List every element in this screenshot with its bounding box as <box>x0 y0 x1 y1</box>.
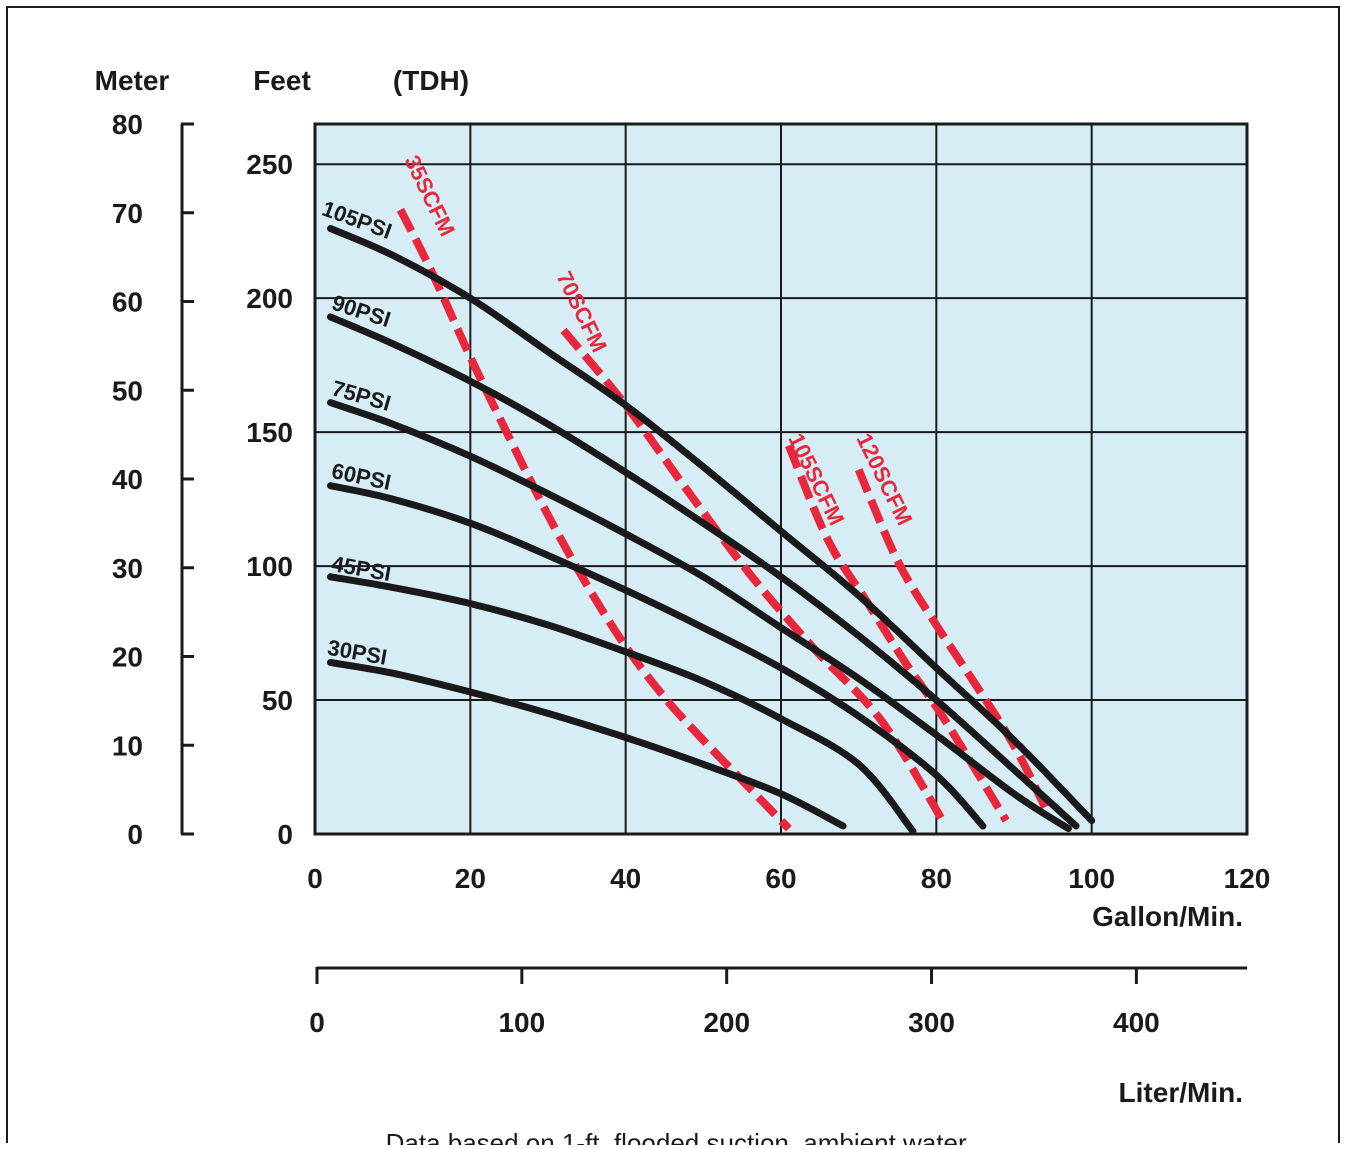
scfm-line-70scfm <box>560 327 948 826</box>
psi-line-75psi <box>327 399 1072 833</box>
gallon-tick-label: 0 <box>307 863 323 894</box>
scfm-line-105scfm <box>785 443 1010 823</box>
gallon-tick-label: 100 <box>1068 863 1115 894</box>
gallon-tick-label: 20 <box>455 863 486 894</box>
liter-axis-label: Liter/Min. <box>1119 1077 1243 1108</box>
feet-axis: 0 50 100 150 200 250 <box>246 149 293 850</box>
gallon-axis-label: Gallon/Min. <box>1092 901 1243 932</box>
liter-tick-label: 100 <box>498 1007 545 1038</box>
psi-line-60psi <box>327 482 987 830</box>
scfm-line-35scfm <box>396 207 792 832</box>
meter-tick-label: 10 <box>112 730 143 761</box>
scfm-curves <box>396 207 1049 832</box>
meter-tick-label: 80 <box>112 109 143 140</box>
meter-tick-label: 0 <box>127 819 143 850</box>
pump-curve-chart: Meter Feet (TDH) 0 10 20 30 40 50 60 70 80 0 50 10… <box>6 6 1340 1145</box>
meter-tick-label: 40 <box>112 464 143 495</box>
liter-tick-label: 300 <box>908 1007 955 1038</box>
psi-line-30psi <box>327 659 847 830</box>
psi-line-45psi <box>327 573 917 835</box>
liter-tick-label: 200 <box>703 1007 750 1038</box>
header-meter: Meter <box>95 65 170 96</box>
gallon-tick-label: 120 <box>1224 863 1271 894</box>
feet-tick-label: 100 <box>246 551 293 582</box>
footnote: Data based on 1-ft. flooded suction, amb… <box>386 1128 973 1145</box>
header-feet: Feet <box>253 65 311 96</box>
feet-tick-label: 250 <box>246 149 293 180</box>
liter-tick-label: 0 <box>309 1007 325 1038</box>
meter-tick-label: 20 <box>112 642 143 673</box>
psi-line-105psi <box>327 225 1096 825</box>
gallon-tick-label: 40 <box>610 863 641 894</box>
gallon-tick-label: 60 <box>765 863 796 894</box>
psi-curves <box>327 225 1096 835</box>
meter-tick-label: 50 <box>112 375 143 406</box>
liter-tick-label: 400 <box>1113 1007 1160 1038</box>
chart-svg: Meter Feet (TDH) 0 10 20 30 40 50 60 70 80 0 50 10… <box>95 65 1271 1145</box>
header-tdh: (TDH) <box>393 65 469 96</box>
feet-tick-label: 0 <box>277 819 293 850</box>
gallon-tick-label: 80 <box>921 863 952 894</box>
feet-tick-label: 200 <box>246 283 293 314</box>
meter-tick-label: 30 <box>112 553 143 584</box>
liter-axis: 0 100 200 300 400 <box>309 966 1247 1038</box>
feet-tick-label: 150 <box>246 417 293 448</box>
gallon-axis: 0 20 40 60 80 100 120 <box>307 863 1270 894</box>
meter-tick-label: 60 <box>112 287 143 318</box>
meter-tick-label: 70 <box>112 198 143 229</box>
psi-line-90psi <box>327 313 1080 830</box>
meter-axis: 0 10 20 30 40 50 60 70 80 <box>112 109 194 850</box>
scfm-line-120scfm <box>855 468 1049 810</box>
feet-tick-label: 50 <box>262 685 293 716</box>
